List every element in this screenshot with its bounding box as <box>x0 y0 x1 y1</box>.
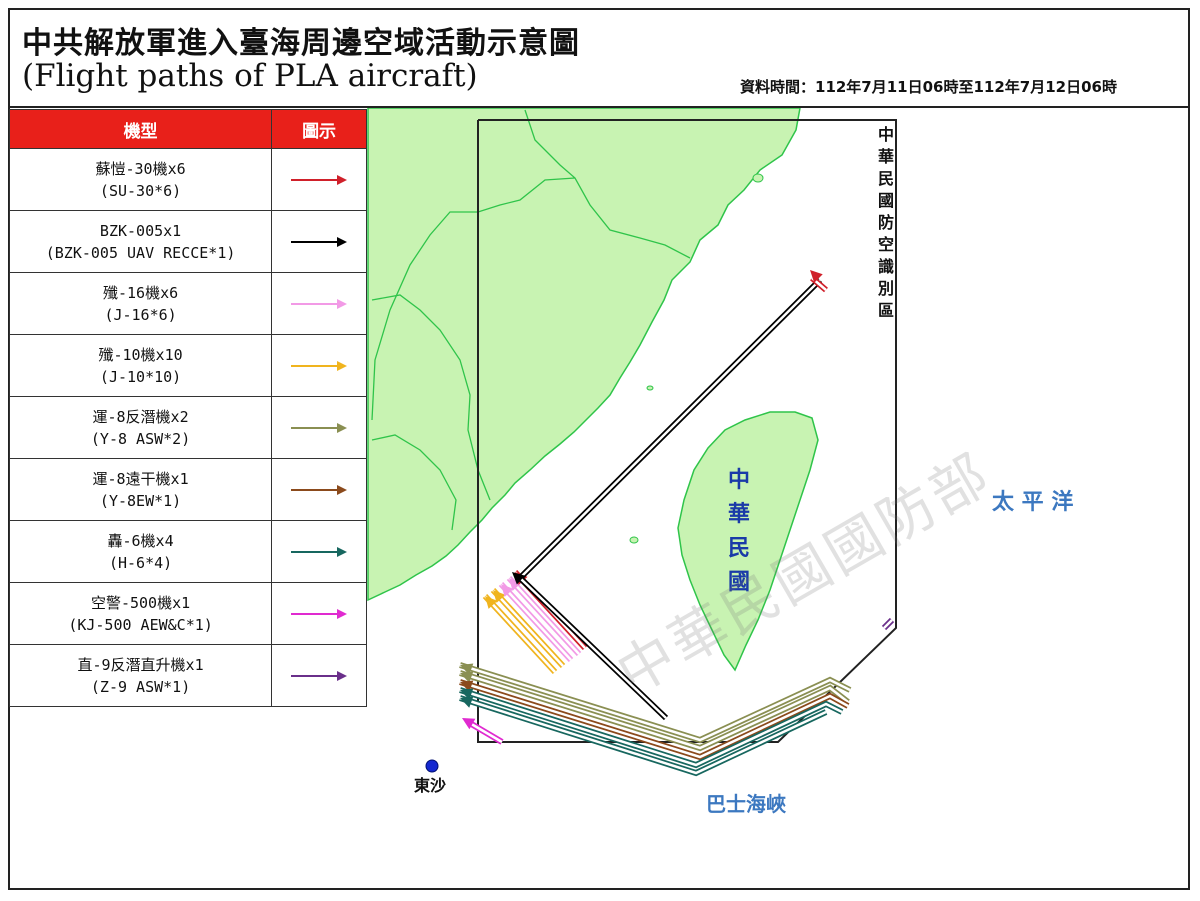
dongsha-marker <box>425 759 439 773</box>
legend-row: 運-8反潛機x2 (Y-8 ASW*2) <box>8 396 367 459</box>
legend-aircraft-zh: 直-9反潛直升機x1 <box>77 655 204 674</box>
bashi-channel-label: 巴士海峽 <box>706 792 786 816</box>
legend-aircraft-zh: 轟-6機x4 <box>107 531 174 550</box>
legend-aircraft-en: (Y-8 ASW*2) <box>90 429 191 448</box>
legend-row: 直-9反潛直升機x1 (Z-9 ASW*1) <box>8 644 367 707</box>
legend-arrow-icon <box>271 148 367 211</box>
legend-aircraft-name: 直-9反潛直升機x1 (Z-9 ASW*1) <box>8 644 273 707</box>
flight-path-arrowhead <box>810 270 823 283</box>
adiz-label: 中華民國防空識別區 <box>877 125 894 320</box>
flight-path-arrowhead <box>462 718 476 730</box>
legend-row: 運-8遠干機x1 (Y-8EW*1) <box>8 458 367 521</box>
legend-arrow-icon <box>271 520 367 583</box>
legend-header-symbol: 圖示 <box>271 109 367 149</box>
taiwan-label: 中華民國 <box>727 468 750 595</box>
legend-arrow-icon <box>271 210 367 273</box>
flight-path-fighter-inner <box>500 583 572 661</box>
legend-arrow-icon <box>271 272 367 335</box>
legend-aircraft-name: 空警-500機x1 (KJ-500 AEW&C*1) <box>8 582 273 645</box>
legend-aircraft-en: (Y-8EW*1) <box>99 491 182 510</box>
legend-aircraft-en: (KJ-500 AEW&C*1) <box>68 615 213 634</box>
page-title: 中共解放軍進入臺海周邊空域活動示意圖 <box>22 26 580 61</box>
legend-aircraft-zh: 運-8反潛機x2 <box>92 407 189 426</box>
legend-arrow-icon <box>271 582 367 645</box>
offshore-islands <box>629 173 764 544</box>
legend-aircraft-name: 轟-6機x4 (H-6*4) <box>8 520 273 583</box>
legend-row: 空警-500機x1 (KJ-500 AEW&C*1) <box>8 582 367 645</box>
legend-arrow-icon <box>271 396 367 459</box>
flight-path-chevron-inner <box>459 696 827 775</box>
legend-aircraft-zh: 蘇愷-30機x6 <box>95 159 186 178</box>
data-time-range: 資料時間：112年7月11日06時至112年7月12日06時 <box>740 78 1117 96</box>
pacific-label: 太 平 洋 <box>992 490 1074 515</box>
flight-path-kj500-inner <box>467 720 503 744</box>
mainland-china-land <box>367 107 801 602</box>
legend-aircraft-zh: 殲-10機x10 <box>98 345 183 364</box>
flight-path-chevron-inner <box>459 671 849 750</box>
legend-aircraft-en: (H-6*4) <box>108 553 173 572</box>
legend-aircraft-name: 蘇愷-30機x6 (SU-30*6) <box>8 148 273 211</box>
legend-arrow-icon <box>271 458 367 521</box>
legend-aircraft-zh: 運-8遠干機x1 <box>92 469 189 488</box>
legend-aircraft-en: (BZK-005 UAV RECCE*1) <box>45 243 236 262</box>
flight-path-fighter-inner <box>492 589 564 667</box>
legend-row: 蘇愷-30機x6 (SU-30*6) <box>8 148 367 211</box>
legend-aircraft-name: 殲-10機x10 (J-10*10) <box>8 334 273 397</box>
flight-path-arrowhead <box>501 584 514 597</box>
legend-aircraft-name: 殲-16機x6 (J-16*6) <box>8 272 273 335</box>
flight-path-arrowhead <box>460 671 474 683</box>
flight-path-arrowhead <box>485 596 498 609</box>
legend-aircraft-en: (SU-30*6) <box>99 181 182 200</box>
flight-path-arrowhead <box>509 578 522 591</box>
dongsha-label: 東沙 <box>414 776 447 795</box>
flight-path-fighter-inner <box>484 595 556 673</box>
flight-paths <box>459 270 895 777</box>
legend-aircraft-name: BZK-005x1 (BZK-005 UAV RECCE*1) <box>8 210 273 273</box>
legend-aircraft-name: 運-8遠干機x1 (Y-8EW*1) <box>8 458 273 521</box>
title-divider <box>8 106 1190 108</box>
legend-arrow-icon <box>271 644 367 707</box>
legend-row: 殲-10機x10 (J-10*10) <box>8 334 367 397</box>
flight-path-chevron-inner <box>459 680 849 759</box>
taiwan-island <box>677 411 819 672</box>
flight-path-chevron-inner <box>459 688 843 767</box>
legend-aircraft-zh: 空警-500機x1 <box>90 593 191 612</box>
flight-path-arrowhead <box>493 590 506 603</box>
legend-aircraft-name: 運-8反潛機x2 (Y-8 ASW*2) <box>8 396 273 459</box>
legend-header-type: 機型 <box>8 109 273 149</box>
flight-path-arrowhead <box>512 572 525 585</box>
legend-aircraft-en: (J-16*6) <box>104 305 177 324</box>
legend-aircraft-zh: BZK-005x1 <box>99 221 182 240</box>
page-subtitle: (Flight paths of PLA aircraft) <box>22 58 478 94</box>
flight-path-chevron-inner <box>459 663 851 742</box>
legend-aircraft-en: (Z-9 ASW*1) <box>90 677 191 696</box>
flight-path-z9-inner <box>883 619 893 629</box>
legend-row: BZK-005x1 (BZK-005 UAV RECCE*1) <box>8 210 367 273</box>
flight-path-arrowhead <box>460 696 474 708</box>
flight-path-fighter-inner <box>508 577 580 655</box>
legend-arrow-icon <box>271 334 367 397</box>
legend-row: 殲-16機x6 (J-16*6) <box>8 272 367 335</box>
legend-aircraft-en: (J-10*10) <box>99 367 182 386</box>
legend-aircraft-zh: 殲-16機x6 <box>102 283 179 302</box>
legend-row: 轟-6機x4 (H-6*4) <box>8 520 367 583</box>
legend-table: 機型 圖示 蘇愷-30機x6 (SU-30*6) BZK-005x1 (BZK-005… <box>8 109 367 707</box>
province-borders <box>371 109 691 531</box>
